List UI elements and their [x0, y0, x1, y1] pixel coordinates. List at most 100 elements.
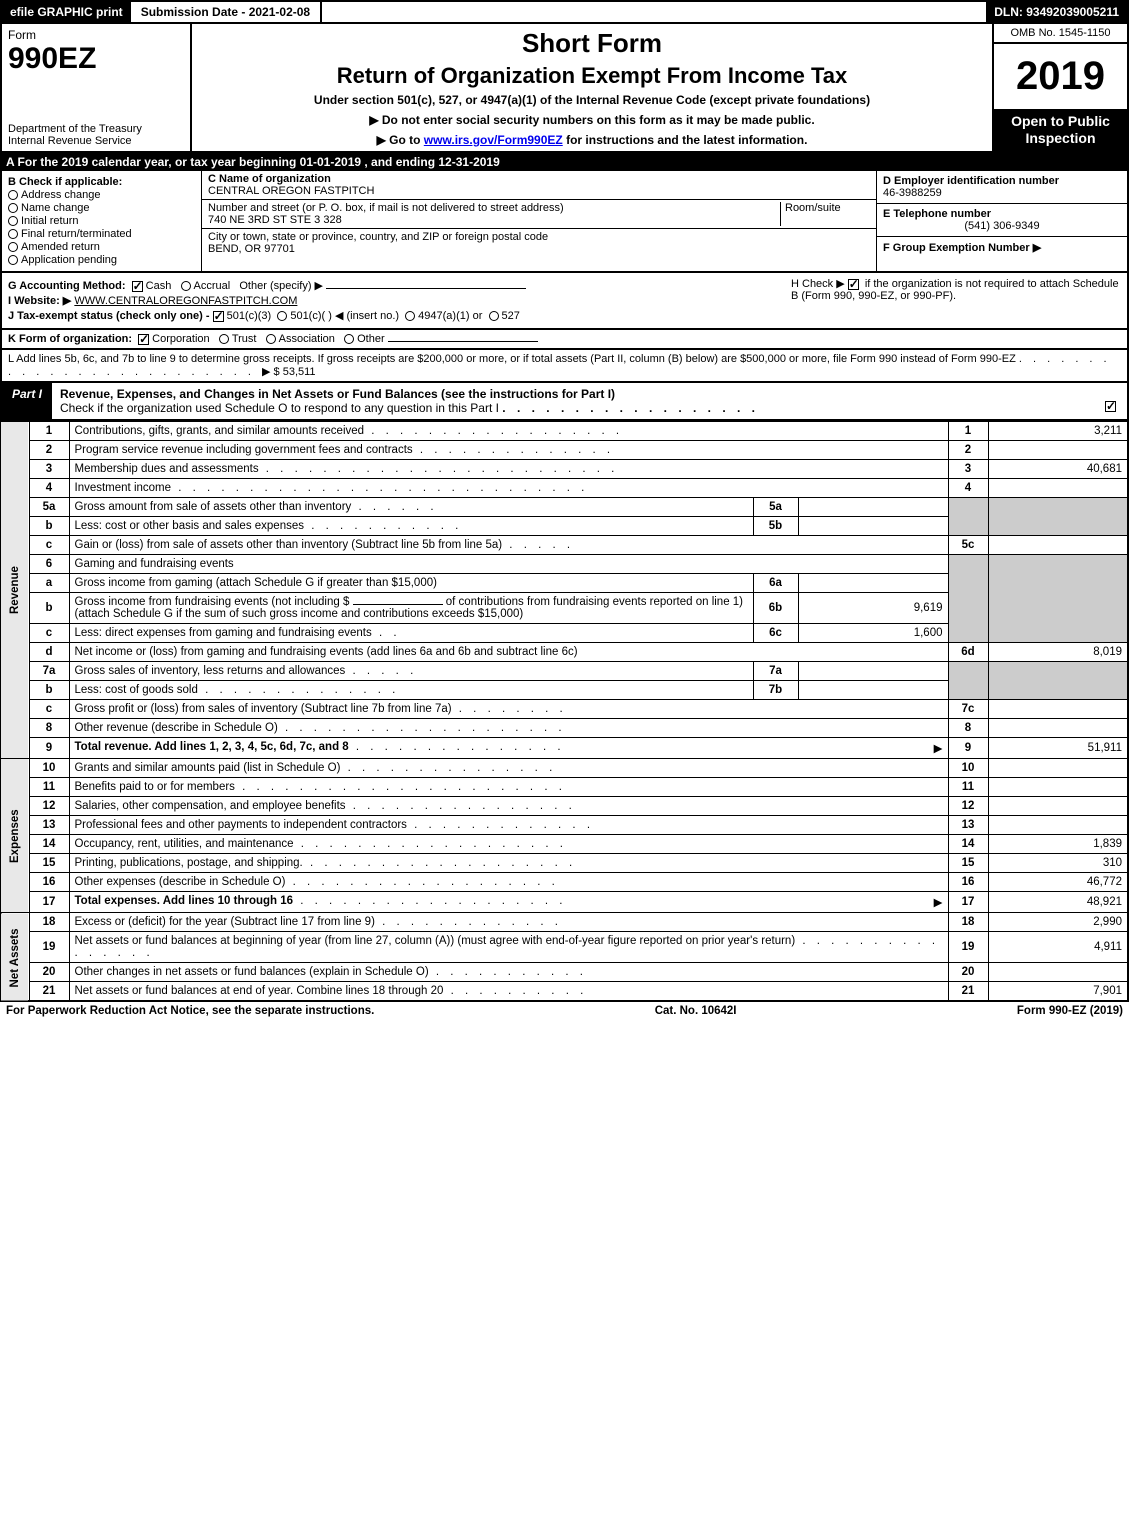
circle-icon[interactable] [489, 311, 499, 321]
line-bracket: 15 [948, 854, 988, 873]
table-row: 15 Printing, publications, postage, and … [1, 854, 1128, 873]
goto-link[interactable]: www.irs.gov/Form990EZ [424, 133, 563, 147]
arrow-icon: ▶ [934, 895, 943, 909]
opt-label: Address change [21, 189, 101, 201]
line-num: 11 [29, 778, 69, 797]
line-desc: Contributions, gifts, grants, and simila… [69, 422, 948, 441]
line-desc: Professional fees and other payments to … [69, 816, 948, 835]
circle-icon[interactable] [8, 229, 18, 239]
circle-icon[interactable] [8, 203, 18, 213]
opt-501c3: 501(c)(3) [227, 310, 272, 322]
sub-amount [798, 498, 948, 517]
line-amount [988, 479, 1128, 498]
line-desc: Excess or (deficit) for the year (Subtra… [69, 913, 948, 932]
meta-left: G Accounting Method: Cash Accrual Other … [8, 277, 781, 324]
sub-amount [798, 517, 948, 536]
line-bracket: 7c [948, 700, 988, 719]
line-num: 20 [29, 963, 69, 982]
line-num: 2 [29, 441, 69, 460]
circle-icon[interactable] [277, 311, 287, 321]
line-desc: Gain or (loss) from sale of assets other… [69, 536, 948, 555]
opt-label: Application pending [21, 254, 117, 266]
table-row: 16 Other expenses (describe in Schedule … [1, 873, 1128, 892]
checkbox-corp[interactable] [138, 334, 149, 345]
blank-field[interactable] [353, 604, 443, 605]
checkbox-cash[interactable] [132, 281, 143, 292]
line-num: b [29, 593, 69, 624]
circle-icon[interactable] [219, 334, 229, 344]
checkbox-no-sched-b[interactable] [848, 279, 859, 290]
circle-icon[interactable] [8, 242, 18, 252]
opt-label: Amended return [21, 241, 100, 253]
circle-icon[interactable] [8, 190, 18, 200]
line-num: 14 [29, 835, 69, 854]
table-row: 7a Gross sales of inventory, less return… [1, 662, 1128, 681]
box-e-label: E Telephone number [883, 208, 1121, 220]
opt-label: Initial return [21, 215, 78, 227]
circle-icon[interactable] [181, 281, 191, 291]
line-amount [988, 700, 1128, 719]
table-row: 13 Professional fees and other payments … [1, 816, 1128, 835]
circle-icon[interactable] [8, 216, 18, 226]
website-value: WWW.CENTRALOREGONFASTPITCH.COM [74, 295, 297, 307]
line-desc: Gaming and fundraising events [69, 555, 948, 574]
line-amount: 7,901 [988, 982, 1128, 1002]
other-org-field[interactable] [388, 341, 538, 342]
line-num: 8 [29, 719, 69, 738]
checkbox-501c3[interactable] [213, 311, 224, 322]
box-b-opt-address: Address change [8, 189, 195, 201]
shaded-cell [988, 498, 1128, 536]
box-b: B Check if applicable: Address change Na… [2, 171, 202, 271]
topbar-spacer [322, 2, 986, 22]
line-num: c [29, 536, 69, 555]
footer-left: For Paperwork Reduction Act Notice, see … [6, 1005, 374, 1017]
line-bracket: 12 [948, 797, 988, 816]
sub-label: 6b [753, 593, 798, 624]
line-amount [988, 441, 1128, 460]
table-row: 2 Program service revenue including gove… [1, 441, 1128, 460]
netassets-section-label: Net Assets [1, 913, 29, 1002]
line-bracket: 11 [948, 778, 988, 797]
line-amount [988, 778, 1128, 797]
circle-icon[interactable] [8, 255, 18, 265]
checkbox-sched-o[interactable] [1105, 401, 1116, 412]
line-bracket: 10 [948, 759, 988, 778]
line-num: 9 [29, 738, 69, 759]
line-desc: Gross amount from sale of assets other t… [69, 498, 753, 517]
room-suite-label: Room/suite [780, 202, 870, 226]
info-right: D Employer identification number 46-3988… [877, 171, 1127, 271]
tax-exempt-row: J Tax-exempt status (check only one) - 5… [8, 309, 781, 322]
street-label: Number and street (or P. O. box, if mail… [208, 202, 780, 214]
return-title: Return of Organization Exempt From Incom… [202, 63, 982, 89]
circle-icon[interactable] [344, 334, 354, 344]
other-specify-field[interactable] [326, 288, 526, 289]
line-amount: 1,839 [988, 835, 1128, 854]
shaded-cell [948, 498, 988, 536]
line-num: 1 [29, 422, 69, 441]
line-desc: Other expenses (describe in Schedule O) … [69, 873, 948, 892]
dept-irs: Internal Revenue Service [8, 135, 184, 147]
circle-icon[interactable] [405, 311, 415, 321]
line-num: 18 [29, 913, 69, 932]
street-value: 740 NE 3RD ST STE 3 328 [208, 214, 780, 226]
line-desc: Occupancy, rent, utilities, and maintena… [69, 835, 948, 854]
box-c: C Name of organization CENTRAL OREGON FA… [202, 171, 877, 271]
open-public-inspection: Open to Public Inspection [994, 109, 1127, 151]
line-desc: Gross profit or (loss) from sales of inv… [69, 700, 948, 719]
line-bracket: 3 [948, 460, 988, 479]
line-amount [988, 536, 1128, 555]
accounting-method-row: G Accounting Method: Cash Accrual Other … [8, 279, 781, 292]
circle-icon[interactable] [266, 334, 276, 344]
table-row: 4 Investment income . . . . . . . . . . … [1, 479, 1128, 498]
line-bracket: 19 [948, 932, 988, 963]
box-b-opt-initial: Initial return [8, 215, 195, 227]
part-1-check-line: Check if the organization used Schedule … [60, 401, 499, 415]
table-row: 8 Other revenue (describe in Schedule O)… [1, 719, 1128, 738]
line-bracket: 8 [948, 719, 988, 738]
opt-label: Name change [21, 202, 90, 214]
tax-year-row: A For the 2019 calendar year, or tax yea… [0, 153, 1129, 171]
table-row: 20 Other changes in net assets or fund b… [1, 963, 1128, 982]
line-desc: Less: cost or other basis and sales expe… [69, 517, 753, 536]
sub-amount [798, 681, 948, 700]
website-row: I Website: ▶ WWW.CENTRALOREGONFASTPITCH.… [8, 294, 781, 307]
